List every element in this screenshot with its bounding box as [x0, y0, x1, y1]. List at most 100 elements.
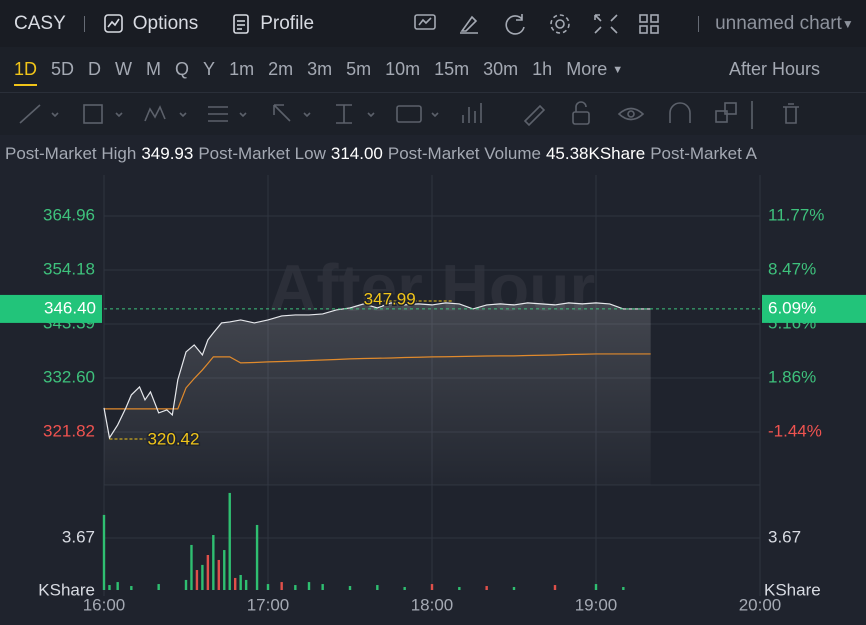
chart-name[interactable]: unnamed chart — [715, 12, 842, 34]
volume-bar — [512, 587, 516, 590]
volume-bar — [195, 570, 199, 590]
volume-bar — [280, 582, 283, 590]
info-value: 349.93 — [141, 143, 194, 163]
price-line — [103, 302, 651, 440]
volume-bar — [553, 585, 557, 590]
timeframe-button[interactable]: 2m — [268, 59, 294, 79]
profile-icon[interactable] — [230, 13, 252, 35]
volume-bar — [348, 586, 352, 590]
timeframe-list: 1D 5D D W M Q Y 1m 2m 3m 5m 10m 15m 30m 1h — [14, 53, 566, 86]
y2-tick-label: 1.86% — [768, 368, 816, 387]
timeframe-button[interactable]: 3m — [307, 59, 333, 79]
x-tick-label: 19:00 — [575, 595, 618, 614]
x-tick-label: 20:00 — [739, 595, 782, 614]
more-caret[interactable]: ▼ — [612, 63, 624, 76]
volume-bar — [130, 586, 133, 590]
timeframe-button[interactable]: W — [115, 59, 133, 79]
volume-bar — [485, 586, 488, 590]
last-price-tag — [0, 294, 102, 323]
volume-bar — [622, 587, 625, 590]
timeframe-button[interactable]: 5m — [346, 59, 372, 79]
info-label: Post-Market A — [650, 143, 757, 163]
info-label: Post-Market Volume — [387, 143, 541, 163]
annotation-label: 320.42 — [147, 430, 199, 449]
y2-tick-label: -1.44% — [768, 422, 822, 441]
timeframe-button[interactable]: Q — [175, 59, 190, 79]
y-tick-label: 354.18 — [43, 259, 95, 278]
volume-bar — [458, 587, 461, 590]
price-area — [104, 302, 651, 485]
volume-bar — [217, 559, 220, 590]
y2-tick-label: 5.16% — [768, 314, 816, 333]
volume-bar — [184, 579, 188, 590]
profile-button[interactable]: Profile — [260, 12, 315, 34]
timeframe-button[interactable]: 1h — [532, 59, 553, 79]
timeframe-button[interactable]: 30m — [483, 59, 519, 79]
last-change-tag — [762, 294, 866, 323]
x-tick-label: 16:00 — [83, 595, 126, 614]
more-button[interactable]: More — [566, 59, 608, 79]
top-bar: CASY Options Profile unnamed chart ▼ — [0, 0, 866, 47]
toolbar-icons[interactable] — [412, 9, 682, 39]
volume-bar — [102, 514, 106, 590]
y2-tick-label: 8.47% — [768, 259, 816, 278]
timeframe-button[interactable]: D — [88, 59, 102, 79]
volume-bar — [228, 492, 231, 590]
volume-unit: KShare — [38, 580, 95, 599]
volume-bar — [594, 584, 598, 590]
y-tick-label: 332.60 — [43, 368, 95, 387]
volume-bar — [201, 564, 204, 590]
options-icon[interactable] — [103, 13, 125, 35]
info-value: 314.00 — [330, 143, 383, 163]
info-bar: Post-Market High 349.93 Post-Market Low 314… — [0, 135, 866, 172]
options-button[interactable]: Options — [132, 12, 199, 34]
drawing-tool-icons[interactable] — [0, 93, 866, 135]
volume-bar — [212, 535, 215, 590]
volume-tick-label: 3.67 — [62, 527, 95, 546]
volume-bar — [206, 555, 210, 590]
timeframe-button[interactable]: M — [146, 59, 162, 79]
chart-name-caret[interactable]: ▼ — [841, 16, 854, 31]
drawing-tools — [0, 92, 866, 135]
last-change-label: 6.09% — [768, 298, 816, 317]
volume-bar — [190, 544, 193, 590]
timeframe-button[interactable]: 5D — [51, 59, 75, 79]
volume-bar — [234, 577, 237, 590]
watermark: After Hour — [269, 250, 595, 324]
volume-bar — [108, 585, 111, 590]
y-tick-label: 321.82 — [43, 421, 95, 440]
volume-bar — [376, 585, 379, 590]
separator — [83, 15, 85, 32]
timeframe-button[interactable]: 10m — [385, 59, 421, 79]
volume-unit: KShare — [764, 580, 821, 599]
timeframe-button[interactable]: Y — [203, 59, 216, 79]
last-price-label: 346.40 — [44, 298, 96, 317]
volume-bar — [321, 584, 324, 590]
volume-bar — [403, 587, 406, 590]
volume-bar — [307, 582, 311, 590]
chart-background — [0, 172, 866, 625]
volume-bar — [157, 584, 160, 590]
volume-bar — [244, 579, 248, 590]
info-label: Post-Market Low — [198, 143, 326, 163]
timeframe-button[interactable]: 1D — [14, 59, 38, 86]
volume-bar — [294, 585, 297, 590]
separator — [698, 15, 700, 32]
symbol[interactable]: CASY — [14, 12, 66, 34]
info-label: Post-Market High — [5, 143, 137, 163]
timeframe-bar: 1D 5D D W M Q Y 1m 2m 3m 5m 10m 15m 30m 1h More ▼ Afte… — [0, 47, 866, 92]
annotation-label: 347.99 — [364, 289, 416, 308]
volume-bar — [266, 584, 270, 590]
y2-tick-label: 11.77% — [768, 206, 824, 225]
average-line — [104, 353, 651, 410]
session-select[interactable]: After Hours — [728, 59, 820, 79]
info-value: 45.38KShare — [545, 143, 646, 163]
volume-bar — [255, 524, 259, 590]
volume-bar — [239, 574, 242, 590]
timeframe-button[interactable]: 1m — [229, 59, 255, 79]
volume-tick-label: 3.67 — [768, 527, 801, 546]
volume-bar — [223, 550, 226, 590]
timeframe-button[interactable]: 15m — [434, 59, 470, 79]
y-tick-label: 343.39 — [43, 313, 95, 332]
